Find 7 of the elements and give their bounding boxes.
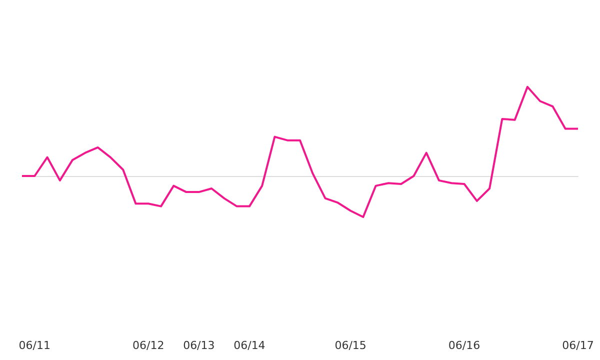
x-tick-label: 06/16 [448,339,480,352]
x-tick-label: 06/11 [18,339,50,352]
x-tick-label: 06/14 [234,339,266,352]
x-tick-label: 06/12 [132,339,164,352]
x-tick-label: 06/13 [183,339,215,352]
x-tick-label: 06/17 [562,339,594,352]
x-tick-label: 06/15 [334,339,366,352]
